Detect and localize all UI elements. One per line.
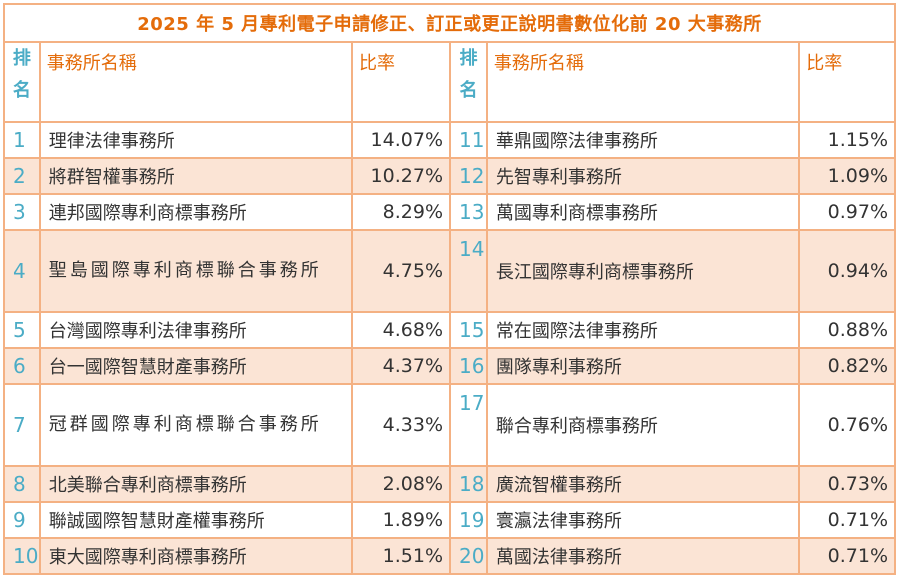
- rank-cell-right: 19: [450, 502, 487, 538]
- ratio-cell-left: 1.51%: [352, 538, 450, 574]
- ratio-cell-right: 0.71%: [799, 502, 895, 538]
- ratio-cell-left: 10.27%: [352, 158, 450, 194]
- ratio-cell-right: 0.73%: [799, 466, 895, 502]
- firm-name-cell-right: 長江國際專利商標事務所: [487, 230, 799, 312]
- ratio-cell-left: 4.75%: [352, 230, 450, 312]
- table-row: 2將群智權事務所10.27%12先智專利事務所1.09%: [4, 158, 895, 194]
- ratio-cell-left: 4.37%: [352, 348, 450, 384]
- ratio-cell-left: 14.07%: [352, 122, 450, 158]
- ratio-cell-right: 1.15%: [799, 122, 895, 158]
- ratio-cell-right: 0.94%: [799, 230, 895, 312]
- ratio-cell-left: 1.89%: [352, 502, 450, 538]
- table-row: 1理律法律事務所14.07%11華鼎國際法律事務所1.15%: [4, 122, 895, 158]
- rank-cell-left: 9: [4, 502, 40, 538]
- rank-cell-right: 17: [450, 384, 487, 466]
- firm-name-cell-right: 聯合專利商標事務所: [487, 384, 799, 466]
- ratio-cell-right: 0.97%: [799, 194, 895, 230]
- rank-header-right: 排 名: [450, 42, 487, 122]
- firm-name-cell-right: 華鼎國際法律事務所: [487, 122, 799, 158]
- rank-cell-right: 13: [450, 194, 487, 230]
- rank-cell-right: 12: [450, 158, 487, 194]
- ratio-cell-left: 2.08%: [352, 466, 450, 502]
- rank-cell-left: 1: [4, 122, 40, 158]
- firm-name-cell-left: 台灣國際專利法律事務所: [40, 312, 352, 348]
- table-row: 8北美聯合專利商標事務所2.08%18廣流智權事務所0.73%: [4, 466, 895, 502]
- name-header-right: 事務所名稱: [487, 42, 799, 122]
- rank-header-left: 排 名: [4, 42, 40, 122]
- ratio-cell-left: 8.29%: [352, 194, 450, 230]
- table-row: 5台灣國際專利法律事務所4.68%15常在國際法律事務所0.88%: [4, 312, 895, 348]
- rank-cell-left: 7: [4, 384, 40, 466]
- table-row: 9聯誠國際智慧財產權事務所1.89%19寰瀛法律事務所0.71%: [4, 502, 895, 538]
- ranking-table-container: 2025 年 5 月專利電子申請修正、訂正或更正說明書數位化前 20 大事務所 …: [3, 3, 896, 575]
- firm-name-cell-left: 台一國際智慧財產事務所: [40, 348, 352, 384]
- ratio-cell-right: 0.76%: [799, 384, 895, 466]
- rank-cell-right: 18: [450, 466, 487, 502]
- rank-cell-right: 15: [450, 312, 487, 348]
- rank-cell-left: 10: [4, 538, 40, 574]
- table-row: 6台一國際智慧財產事務所4.37%16團隊專利事務所0.82%: [4, 348, 895, 384]
- firm-name-cell-right: 常在國際法律事務所: [487, 312, 799, 348]
- ratio-header-left: 比率: [352, 42, 450, 122]
- ratio-cell-left: 4.68%: [352, 312, 450, 348]
- ranking-table: 2025 年 5 月專利電子申請修正、訂正或更正說明書數位化前 20 大事務所 …: [3, 3, 896, 575]
- ratio-cell-right: 0.71%: [799, 538, 895, 574]
- ratio-cell-right: 0.88%: [799, 312, 895, 348]
- table-row: 10東大國際專利商標事務所1.51%20萬國法律事務所0.71%: [4, 538, 895, 574]
- firm-name-cell-left: 冠群國際專利商標聯合事務所: [40, 384, 352, 466]
- ratio-cell-right: 1.09%: [799, 158, 895, 194]
- name-header-left: 事務所名稱: [40, 42, 352, 122]
- firm-name-cell-right: 萬國專利商標事務所: [487, 194, 799, 230]
- firm-name-cell-left: 北美聯合專利商標事務所: [40, 466, 352, 502]
- firm-name-cell-right: 團隊專利事務所: [487, 348, 799, 384]
- table-row: 7冠群國際專利商標聯合事務所4.33%17聯合專利商標事務所0.76%: [4, 384, 895, 466]
- rank-cell-left: 8: [4, 466, 40, 502]
- firm-name-cell-left: 連邦國際專利商標事務所: [40, 194, 352, 230]
- rank-cell-left: 6: [4, 348, 40, 384]
- ratio-cell-left: 4.33%: [352, 384, 450, 466]
- firm-name-cell-left: 將群智權事務所: [40, 158, 352, 194]
- firm-name-cell-right: 寰瀛法律事務所: [487, 502, 799, 538]
- firm-name-cell-left: 聖島國際專利商標聯合事務所: [40, 230, 352, 312]
- rank-cell-right: 16: [450, 348, 487, 384]
- firm-name-cell-right: 萬國法律事務所: [487, 538, 799, 574]
- rank-cell-left: 2: [4, 158, 40, 194]
- rank-cell-right: 20: [450, 538, 487, 574]
- firm-name-cell-right: 廣流智權事務所: [487, 466, 799, 502]
- table-title: 2025 年 5 月專利電子申請修正、訂正或更正說明書數位化前 20 大事務所: [4, 4, 895, 42]
- header-row: 排 名 事務所名稱 比率 排 名 事務所名稱 比率: [4, 42, 895, 122]
- firm-name-cell-left: 聯誠國際智慧財產權事務所: [40, 502, 352, 538]
- ratio-cell-right: 0.82%: [799, 348, 895, 384]
- rank-cell-left: 4: [4, 230, 40, 312]
- firm-name-cell-left: 理律法律事務所: [40, 122, 352, 158]
- firm-name-cell-right: 先智專利事務所: [487, 158, 799, 194]
- table-row: 4聖島國際專利商標聯合事務所4.75%14長江國際專利商標事務所0.94%: [4, 230, 895, 312]
- table-row: 3連邦國際專利商標事務所8.29%13萬國專利商標事務所0.97%: [4, 194, 895, 230]
- ratio-header-right: 比率: [799, 42, 895, 122]
- rank-cell-right: 14: [450, 230, 487, 312]
- firm-name-cell-left: 東大國際專利商標事務所: [40, 538, 352, 574]
- rank-cell-left: 5: [4, 312, 40, 348]
- rank-cell-left: 3: [4, 194, 40, 230]
- rank-cell-right: 11: [450, 122, 487, 158]
